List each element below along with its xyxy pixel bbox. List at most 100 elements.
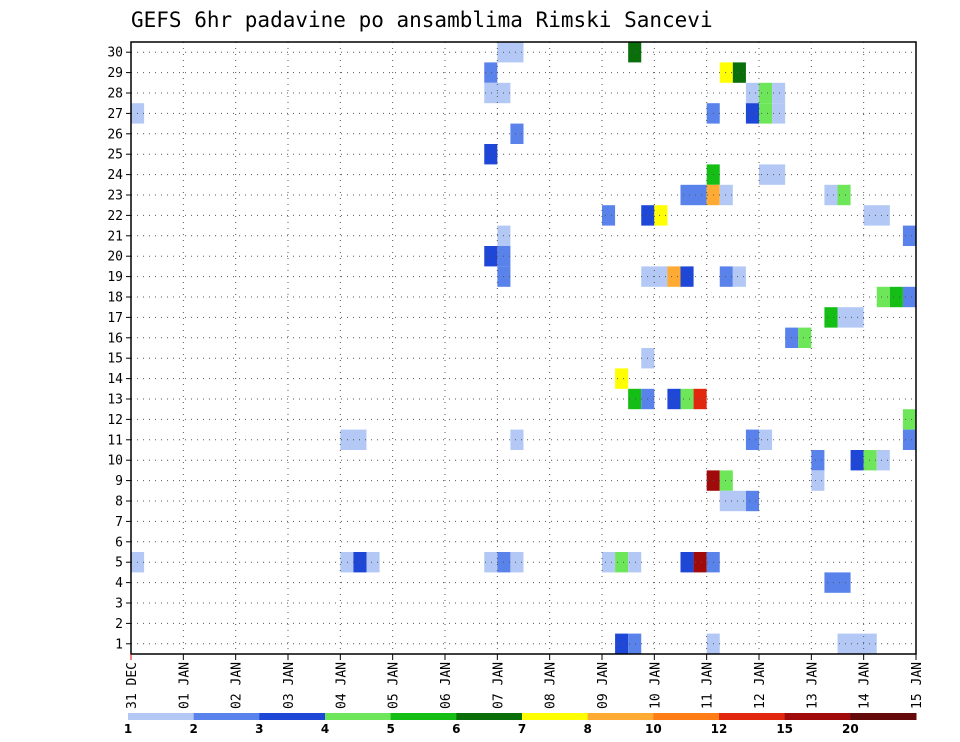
precip-cell <box>615 368 629 389</box>
plot-frame <box>130 41 917 655</box>
x-tick-label: 12 JAN <box>753 662 768 709</box>
x-tick-label: 11 JAN <box>701 662 716 709</box>
precip-cell <box>366 552 380 573</box>
precip-cell <box>615 633 629 654</box>
x-tick-label: 15 JAN <box>910 662 925 709</box>
precip-cell <box>759 103 773 124</box>
y-tick-label: 2 <box>115 617 123 632</box>
precip-cell <box>615 552 629 573</box>
x-tick-label: 14 JAN <box>858 662 873 709</box>
precip-cell <box>497 42 524 63</box>
x-tick-label: 04 JAN <box>334 662 349 709</box>
precip-cell <box>484 552 498 573</box>
precip-cell <box>719 266 733 287</box>
precip-cell <box>667 388 681 410</box>
y-tick-label: 3 <box>115 597 123 612</box>
x-tick-label: 08 JAN <box>544 662 559 709</box>
x-tick-label: 03 JAN <box>282 662 297 709</box>
precip-cell <box>693 388 707 410</box>
precip-cell <box>602 205 616 226</box>
precip-cell <box>628 42 642 63</box>
colorbar-label: 1 <box>124 722 132 736</box>
y-tick-label: 29 <box>107 66 123 81</box>
precip-cell <box>628 552 642 573</box>
y-tick-label: 10 <box>107 454 123 469</box>
precip-cell <box>889 286 903 308</box>
precip-cell <box>680 266 694 287</box>
colorbar-segment <box>128 713 195 720</box>
colorbar: 1 2 3 4 5 6 7 8 10 12 15 20 <box>124 713 917 736</box>
y-tick-label: 22 <box>107 209 123 224</box>
y-tick-label: 28 <box>107 87 123 102</box>
precip-cell <box>745 103 759 124</box>
precip-cell <box>484 62 498 83</box>
precip-cell <box>902 429 916 450</box>
y-tick-label: 8 <box>115 495 123 510</box>
y-tick-label: 9 <box>115 474 123 489</box>
precip-cell <box>876 286 890 308</box>
x-tick-label: 13 JAN <box>805 662 820 709</box>
colorbar-label: 12 <box>711 722 728 736</box>
precip-cell <box>902 286 916 308</box>
precip-cell <box>484 144 498 165</box>
colorbar-label: 5 <box>386 722 394 736</box>
colorbar-segment <box>850 713 917 720</box>
precip-cell <box>759 429 773 450</box>
y-tick-label: 4 <box>115 576 123 591</box>
precip-cell <box>719 490 746 512</box>
precip-cell <box>876 450 890 471</box>
y-tick-label: 5 <box>115 556 123 571</box>
precip-cell <box>837 184 851 206</box>
x-tick-label: 06 JAN <box>439 662 454 709</box>
precip-cell <box>811 450 825 471</box>
colorbar-segment <box>653 713 720 720</box>
precip-cell <box>654 205 668 226</box>
precip-cell <box>824 572 851 593</box>
colorbar-segment <box>259 713 326 720</box>
colorbar-segment <box>390 713 457 720</box>
precip-cell <box>759 82 773 104</box>
precip-cell <box>772 103 786 124</box>
y-tick-label: 23 <box>107 189 123 204</box>
x-tick-label: 05 JAN <box>387 662 402 709</box>
colorbar-segment <box>193 713 260 720</box>
precip-cell <box>340 552 354 573</box>
y-tick-label: 16 <box>107 331 123 346</box>
chart-title: GEFS 6hr padavine po ansamblima Rimski S… <box>131 8 713 32</box>
colorbar-label: 4 <box>321 722 329 736</box>
y-tick-label: 6 <box>115 535 123 550</box>
x-tick-label: 01 JAN <box>177 662 192 709</box>
precip-cell <box>772 82 786 104</box>
y-tick-label: 1 <box>115 637 123 652</box>
precip-cell <box>798 327 812 348</box>
y-tick-label: 26 <box>107 127 123 142</box>
precip-cell <box>759 164 786 185</box>
precip-cell <box>824 307 838 328</box>
precip-cell <box>745 490 759 512</box>
colorbar-label: 8 <box>583 722 591 736</box>
precip-cell <box>863 205 890 226</box>
y-tick-label: 14 <box>107 372 123 387</box>
colorbar-segment <box>325 713 392 720</box>
precip-cell <box>510 429 524 450</box>
precip-cell <box>902 409 916 430</box>
precip-cell <box>732 62 746 83</box>
precip-cell <box>732 266 746 287</box>
cells-layer <box>131 42 916 654</box>
colorbar-label: 10 <box>645 722 662 736</box>
x-tick-label: 07 JAN <box>491 662 506 709</box>
y-tick-label: 13 <box>107 393 123 408</box>
y-tick-label: 24 <box>107 168 123 183</box>
colorbar-segment <box>719 713 786 720</box>
y-tick-label: 11 <box>107 433 123 448</box>
precip-cell <box>837 307 864 328</box>
precip-cell <box>680 552 694 573</box>
precip-cell <box>667 266 681 287</box>
y-tick-label: 21 <box>107 229 123 244</box>
colorbar-segment <box>522 713 589 720</box>
precip-cell <box>745 429 759 450</box>
precip-cell <box>863 450 877 471</box>
precip-cell <box>745 82 759 104</box>
grid-layer <box>131 42 916 654</box>
colorbar-label: 3 <box>255 722 263 736</box>
